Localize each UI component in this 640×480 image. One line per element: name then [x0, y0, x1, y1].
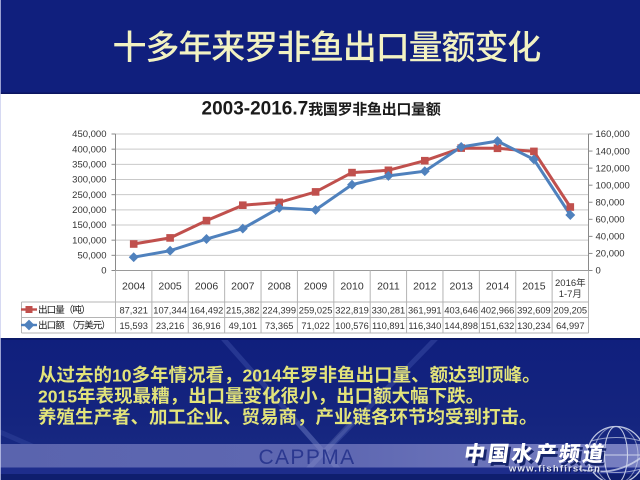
svg-text:40,000: 40,000	[596, 232, 625, 243]
svg-text:164,492: 164,492	[190, 306, 224, 316]
svg-text:2008: 2008	[268, 281, 292, 293]
svg-text:www.fishfirst.cn: www.fishfirst.cn	[508, 464, 601, 475]
svg-text:100,576: 100,576	[335, 321, 369, 331]
svg-text:402,966: 402,966	[481, 306, 515, 316]
svg-text:350,000: 350,000	[72, 160, 106, 171]
svg-text:2010: 2010	[340, 281, 364, 293]
svg-text:64,997: 64,997	[556, 321, 584, 331]
svg-text:120,000: 120,000	[596, 163, 630, 174]
svg-text:20,000: 20,000	[596, 249, 625, 260]
svg-text:140,000: 140,000	[596, 146, 630, 157]
svg-text:322,819: 322,819	[335, 306, 369, 316]
svg-text:2006: 2006	[195, 281, 219, 293]
svg-text:36,916: 36,916	[192, 321, 220, 331]
svg-text:200,000: 200,000	[72, 205, 106, 216]
svg-text:215,382: 215,382	[226, 306, 260, 316]
svg-text:www.fishfirst.cn: www.fishfirst.cn	[509, 465, 602, 476]
svg-text:2003-2016.7: 2003-2016.7	[202, 99, 309, 120]
svg-text:2009: 2009	[304, 281, 328, 293]
svg-text:110,891: 110,891	[372, 321, 405, 331]
svg-text:392,609: 392,609	[517, 306, 551, 316]
svg-text:403,646: 403,646	[444, 306, 478, 316]
svg-text:100,000: 100,000	[72, 235, 106, 246]
svg-text:73,365: 73,365	[265, 321, 293, 331]
svg-text:23,216: 23,216	[156, 321, 184, 331]
svg-text:CAPPMA: CAPPMA	[258, 446, 355, 469]
svg-text:2014: 2014	[243, 365, 282, 385]
svg-text:0: 0	[596, 266, 601, 277]
svg-text:144,898: 144,898	[444, 321, 478, 331]
svg-text:151,632: 151,632	[481, 321, 515, 331]
svg-text:224,399: 224,399	[262, 306, 296, 316]
svg-text:116,340: 116,340	[408, 321, 441, 331]
svg-text:2014: 2014	[486, 281, 510, 293]
svg-text:2007: 2007	[231, 281, 255, 293]
svg-text:71,022: 71,022	[301, 321, 329, 331]
svg-text:15,593: 15,593	[119, 321, 147, 331]
svg-text:209,205: 209,205	[553, 306, 587, 316]
svg-text:2012: 2012	[413, 281, 437, 293]
svg-text:450,000: 450,000	[72, 129, 106, 140]
svg-text:2011: 2011	[377, 281, 400, 293]
svg-text:60,000: 60,000	[596, 215, 625, 226]
svg-text:107,344: 107,344	[153, 306, 187, 316]
svg-text:160,000: 160,000	[596, 129, 630, 140]
svg-text:0: 0	[101, 266, 106, 277]
svg-text:50,000: 50,000	[77, 251, 106, 262]
svg-text:2005: 2005	[158, 281, 182, 293]
svg-text:259,025: 259,025	[299, 306, 333, 316]
svg-text:2015: 2015	[38, 386, 77, 406]
svg-text:100,000: 100,000	[596, 180, 630, 191]
svg-text:361,991: 361,991	[408, 306, 442, 316]
svg-text:150,000: 150,000	[72, 220, 106, 231]
svg-text:2004: 2004	[122, 281, 146, 293]
svg-text:130,234: 130,234	[517, 321, 551, 331]
svg-text:2016: 2016	[555, 278, 576, 289]
svg-text:400,000: 400,000	[72, 144, 106, 155]
svg-text:49,101: 49,101	[229, 321, 257, 331]
svg-text:87,321: 87,321	[119, 306, 147, 316]
svg-text:300,000: 300,000	[72, 175, 106, 186]
svg-text:2015: 2015	[522, 281, 546, 293]
svg-text:2013: 2013	[450, 281, 474, 293]
svg-text:80,000: 80,000	[596, 197, 625, 208]
svg-text:10: 10	[112, 365, 132, 385]
svg-text:330,281: 330,281	[372, 306, 406, 316]
svg-text:250,000: 250,000	[72, 190, 106, 201]
svg-text:1-7: 1-7	[559, 289, 573, 300]
